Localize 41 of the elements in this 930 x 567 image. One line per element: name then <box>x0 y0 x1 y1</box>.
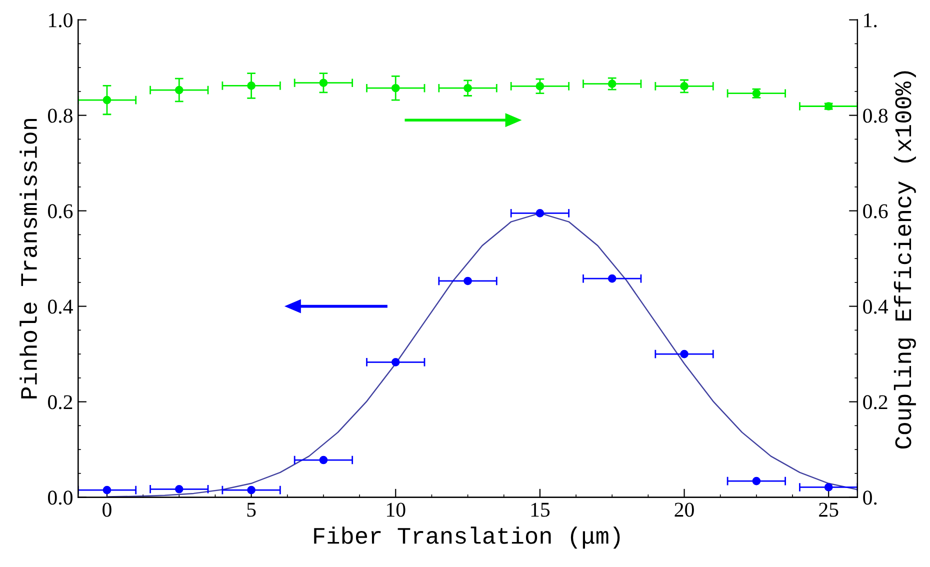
x-tick-label: 20 <box>674 502 694 517</box>
y2-tick-label: 0. <box>863 490 877 505</box>
point <box>464 276 472 286</box>
point <box>608 274 616 283</box>
point <box>391 358 400 366</box>
point <box>752 476 761 486</box>
y2-axis-title: Coupling Efficiency (x100%) <box>894 71 916 449</box>
point <box>608 80 616 88</box>
point <box>102 486 112 494</box>
y-tick-label: 0.6 <box>48 204 73 218</box>
y2-tick-label: 0.2 <box>863 395 888 410</box>
y2-tick-label: 0.4 <box>863 300 888 314</box>
point <box>536 82 544 90</box>
x-axis-title: Fiber Translation (μm) <box>314 526 620 549</box>
x-tick-label: 25 <box>819 502 838 517</box>
point <box>536 209 544 218</box>
point <box>174 484 184 494</box>
x-tick-label: 15 <box>531 502 550 517</box>
x-tick-label: 0 <box>102 502 112 517</box>
point <box>680 82 688 90</box>
point <box>319 456 328 464</box>
y2-tick-label: 0.8 <box>863 108 888 123</box>
x-tick-label: 10 <box>387 502 406 517</box>
point <box>174 86 184 94</box>
y-tick-label: 0.2 <box>48 395 72 410</box>
point <box>247 82 256 90</box>
x-tick-label: 5 <box>247 502 256 517</box>
point <box>247 486 256 494</box>
point <box>319 78 328 88</box>
point <box>824 483 833 492</box>
y-tick-label: 0.8 <box>48 108 72 123</box>
point <box>102 96 112 104</box>
y-tick-label: 0.4 <box>48 300 73 314</box>
point <box>391 84 400 92</box>
point <box>680 350 688 358</box>
point <box>464 84 472 92</box>
y-tick-label: 0.0 <box>48 490 72 505</box>
y-axis-title: Pinhole Transmission <box>20 118 37 398</box>
y2-tick-label: 1. <box>864 13 877 28</box>
y2-tick-label: 0.6 <box>863 204 888 218</box>
y-tick-label: 1.0 <box>49 13 72 28</box>
